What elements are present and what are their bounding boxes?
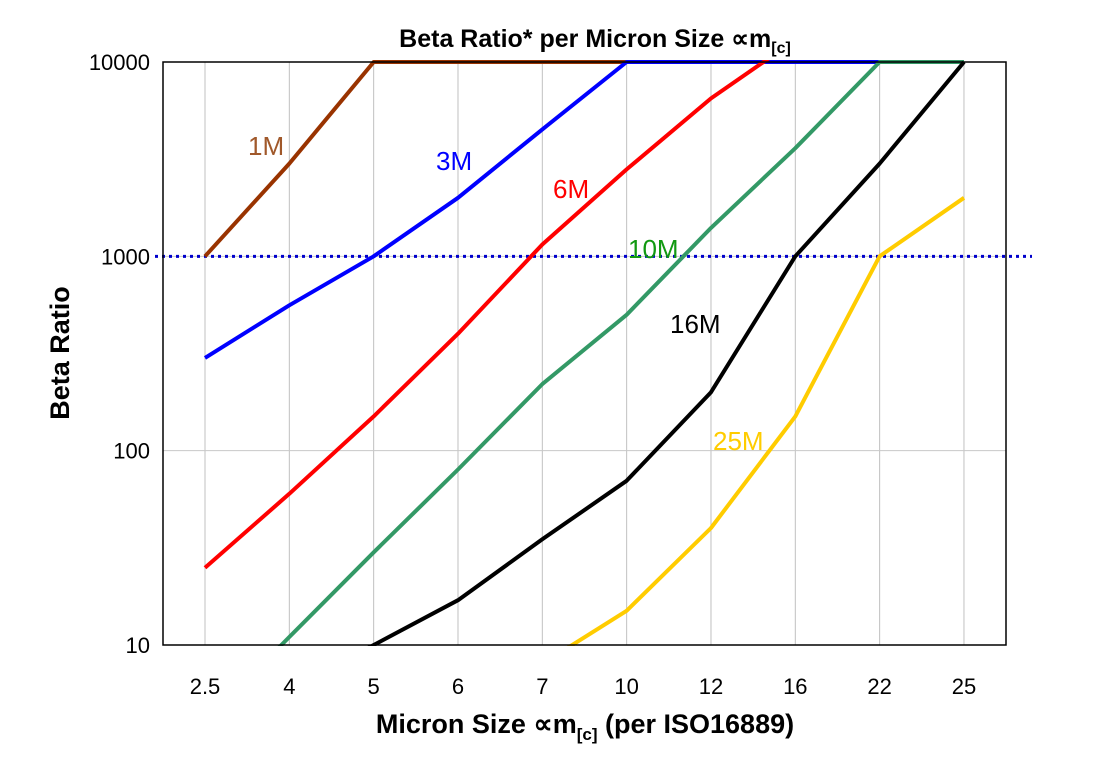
series-line-6M [203, 60, 770, 570]
chart-title: Beta Ratio* per Micron Size ∝m[c] [399, 25, 791, 57]
x-tick-label: 25 [952, 674, 976, 699]
x-axis-label: Micron Size ∝m[c] (per ISO16889) [376, 709, 794, 744]
x-tick-label: 16 [783, 674, 807, 699]
series-label-1M: 1M [248, 131, 284, 161]
series-label-16M: 16M [670, 309, 721, 339]
y-tick-label: 10 [126, 633, 150, 658]
grid [163, 61, 1006, 646]
x-tick-label: 22 [867, 674, 891, 699]
series-line-10M [277, 60, 964, 646]
y-tick-label: 1000 [101, 244, 150, 269]
series-line-25M [566, 196, 966, 646]
x-tick-label: 7 [536, 674, 548, 699]
x-tick-labels: 2.5 4 5 6 7 10 12 16 22 25 [190, 674, 977, 699]
series-label-25M: 25M [713, 426, 764, 456]
series-labels: 1M 3M 6M 10M 16M 25M [248, 131, 764, 456]
x-tick-label: 6 [452, 674, 464, 699]
plot-area-border [162, 61, 1007, 646]
series-label-3M: 3M [436, 146, 472, 176]
series-label-10M: 10M [628, 234, 679, 264]
series-lines [203, 60, 966, 646]
y-tick-labels: 10 100 1000 10000 [89, 50, 150, 658]
x-tick-label: 12 [699, 674, 723, 699]
x-tick-label: 4 [283, 674, 295, 699]
x-tick-label: 2.5 [190, 674, 221, 699]
series-label-6M: 6M [553, 174, 589, 204]
x-tick-label: 10 [614, 674, 638, 699]
x-tick-label: 5 [368, 674, 380, 699]
y-axis-label: Beta Ratio [45, 286, 75, 420]
series-line-16M [367, 60, 966, 646]
y-tick-label: 100 [113, 439, 150, 464]
y-tick-label: 10000 [89, 50, 150, 75]
